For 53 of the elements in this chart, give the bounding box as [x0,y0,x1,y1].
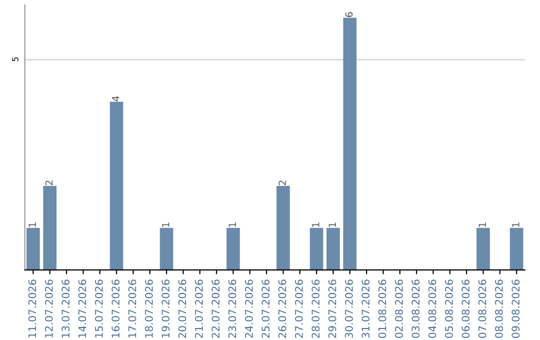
x-tick-label: 13.07.2026 [62,280,70,338]
data-label: 1 [478,222,486,227]
x-tick-label: 17.07.2026 [128,280,136,338]
x-tick-label: 15.07.2026 [94,280,103,338]
bar [510,228,524,270]
x-tick-label: 31.07.2026 [362,280,370,338]
x-tick-label: 12.07.2026 [44,280,53,338]
x-tick-label: 07.08.2026 [478,280,486,338]
x-tick-label: 23.07.2026 [228,280,236,338]
x-tick-label: 22.07.2026 [212,280,220,338]
x-tick-label: 02.08.2026 [395,280,403,338]
x-tick-label: 20.07.2026 [178,280,186,338]
data-label: 1 [162,222,170,227]
bar [110,102,124,270]
bar [326,228,340,270]
x-tick-label: 01.08.2026 [378,280,386,338]
x-tick-label: 11.07.2026 [28,280,36,338]
data-label: 2 [45,180,53,186]
bar [343,18,357,270]
x-tick-label: 08.08.2026 [495,280,503,338]
data-label: 6 [345,12,353,18]
data-label: 1 [28,222,36,227]
x-tick-label: 19.07.2026 [162,280,170,338]
x-tick-label: 26.07.2026 [278,280,286,338]
data-label: 1 [312,222,320,227]
data-label: 1 [512,222,520,227]
x-tick-label: 21.07.2026 [194,280,203,338]
x-tick-label: 14.07.2026 [78,280,86,338]
x-tick-label: 03.08.2026 [412,280,420,338]
x-tick-label: 09.08.2026 [512,280,520,338]
bar [43,186,57,270]
x-tick-label: 25.07.2026 [262,280,270,338]
data-label: 2 [278,180,286,186]
x-tick-label: 18.07.2026 [144,280,153,338]
data-label: 1 [328,222,336,227]
x-tick-label: 05.08.2026 [445,280,453,338]
bar [226,228,240,270]
bar [476,228,490,270]
bar [276,186,290,270]
x-tick-label: 27.07.2026 [295,280,303,338]
bar [160,228,174,270]
x-tick-label: 16.07.2026 [112,280,120,338]
bar [310,228,324,270]
x-tick-label: 28.07.2026 [312,280,320,338]
x-tick-label: 06.08.2026 [462,280,470,338]
data-label: 4 [112,96,120,102]
data-label: 1 [228,222,236,227]
bar [26,228,40,270]
x-tick-label: 24.07.2026 [245,280,253,338]
x-tick-label: 29.07.2026 [328,280,336,338]
x-tick-label: 04.08.2026 [428,280,436,338]
x-tick-label: 30.07.2026 [345,280,353,338]
y-tick-label: 5 [12,57,18,62]
